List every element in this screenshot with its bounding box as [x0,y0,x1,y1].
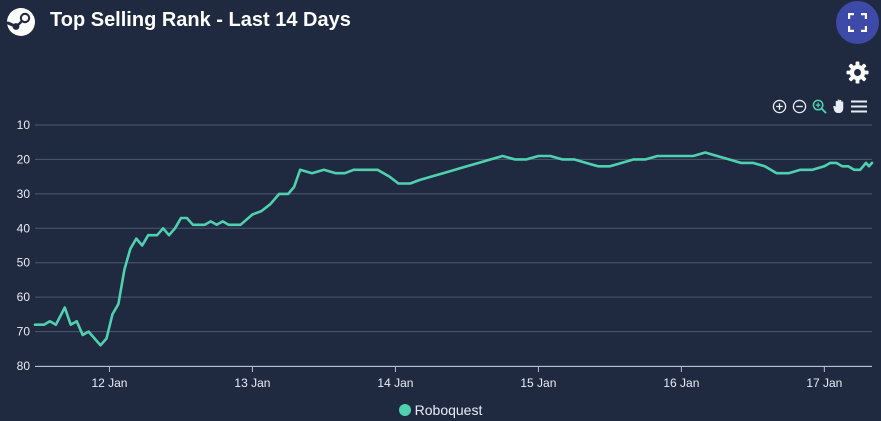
fullscreen-icon [848,13,867,32]
y-tick-label: 60 [17,290,31,304]
chart-header: Top Selling Rank - Last 14 Days [0,0,881,44]
y-tick-label: 80 [17,359,31,373]
chart-legend: Roboquest [0,402,881,419]
selection-zoom-icon [812,99,827,114]
gear-icon[interactable] [846,61,869,84]
x-tick-label: 15 Jan [520,376,556,390]
zoom-in-button[interactable] [771,97,787,115]
series-line-roboquest [33,151,874,347]
rank-line-chart: 10 20 30 40 50 60 70 80 12 Jan 13 Jan 14 Jan 15 Jan… [17,118,874,390]
y-tick-label: 10 [17,118,31,132]
x-tick-label: 13 Jan [234,376,270,390]
y-tick-label: 50 [17,256,31,270]
legend-marker [398,404,411,416]
zoom-out-button[interactable] [791,97,807,115]
menu-icon [851,100,867,112]
pan-button[interactable] [831,97,847,115]
steam-logo-icon [6,8,35,36]
zoom-in-icon [772,99,786,113]
chart-toolbar [771,97,867,115]
y-tick-label: 30 [17,187,31,201]
legend-label: Roboquest [414,402,483,418]
chart-title: Top Selling Rank - Last 14 Days [50,9,351,31]
x-tick-label: 16 Jan [663,376,699,390]
y-tick-label: 40 [17,221,31,235]
x-tick-label: 17 Jan [806,376,842,390]
selection-zoom-button[interactable] [811,97,827,115]
y-tick-label: 70 [17,325,31,339]
x-tick-label: 14 Jan [377,376,413,390]
fullscreen-button[interactable] [836,1,879,44]
pan-hand-icon [832,99,843,114]
zoom-out-icon [792,99,806,113]
legend-item-roboquest[interactable]: Roboquest [398,402,483,418]
menu-button[interactable] [851,97,867,115]
x-tick-label: 12 Jan [91,376,127,390]
y-tick-label: 20 [17,152,31,166]
